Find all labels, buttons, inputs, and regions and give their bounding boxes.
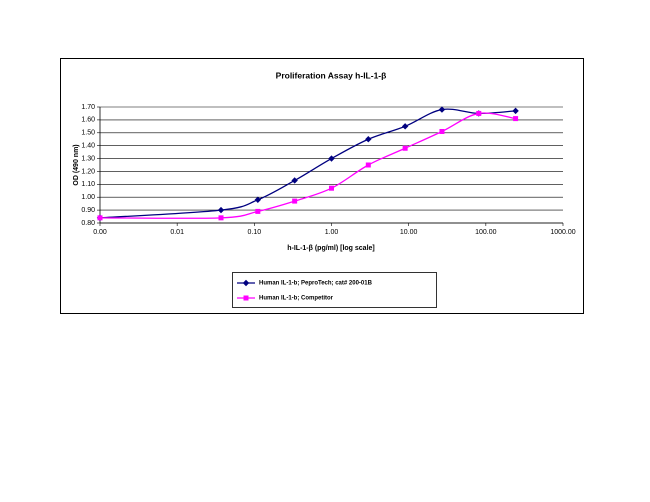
y-tick-label: 1.60 [81, 117, 95, 124]
legend-label: Human IL-1-b; PeproTech; cat# 200-01B [259, 281, 373, 287]
data-point [97, 215, 103, 221]
x-tick-label: 0.00 [93, 229, 107, 236]
data-point [218, 215, 224, 221]
x-tick-label: 1.00 [325, 229, 339, 236]
data-point [438, 106, 446, 113]
y-tick-label: 1.40 [81, 143, 95, 150]
y-axis-label: OD (490 nm) [73, 144, 80, 185]
data-point [476, 110, 482, 116]
data-point [291, 177, 298, 184]
series-line [99, 112, 516, 219]
data-point [401, 123, 409, 130]
series-line [99, 108, 516, 219]
data-point [512, 107, 519, 115]
chart-title: Proliferation Assay h-IL-1-β [276, 70, 387, 80]
legend-label: Human IL-1-b; Competitor [259, 296, 334, 302]
data-point [292, 198, 298, 204]
data-point [513, 116, 519, 122]
data-point [365, 136, 372, 143]
data-point [329, 185, 334, 191]
y-tick-label: 1.00 [81, 194, 95, 201]
y-tick-label: 0.90 [81, 207, 95, 214]
data-point [255, 208, 261, 214]
x-axis-label: h-IL-1-β (pg/ml) [log scale] [287, 245, 375, 252]
y-tick-label: 1.50 [81, 130, 95, 137]
x-tick-label: 1000.00 [550, 229, 575, 236]
data-point [217, 206, 225, 214]
data-point [439, 128, 445, 134]
data-point [365, 162, 371, 168]
legend [232, 272, 437, 308]
y-tick-label: 1.10 [81, 181, 95, 188]
y-tick-label: 0.80 [81, 220, 95, 227]
y-tick-label: 1.30 [81, 155, 95, 162]
data-point [402, 145, 408, 151]
data-point [254, 196, 262, 203]
data-point [328, 155, 335, 162]
legend-marker [242, 279, 250, 287]
x-tick-label: 0.10 [248, 229, 262, 236]
y-tick-label: 1.20 [81, 168, 95, 175]
legend-marker [243, 295, 249, 301]
x-tick-label: 0.01 [170, 229, 184, 236]
x-tick-label: 100.00 [475, 229, 497, 236]
x-tick-label: 10.00 [400, 229, 418, 236]
chart-frame [60, 58, 584, 314]
y-tick-label: 1.70 [81, 104, 95, 111]
